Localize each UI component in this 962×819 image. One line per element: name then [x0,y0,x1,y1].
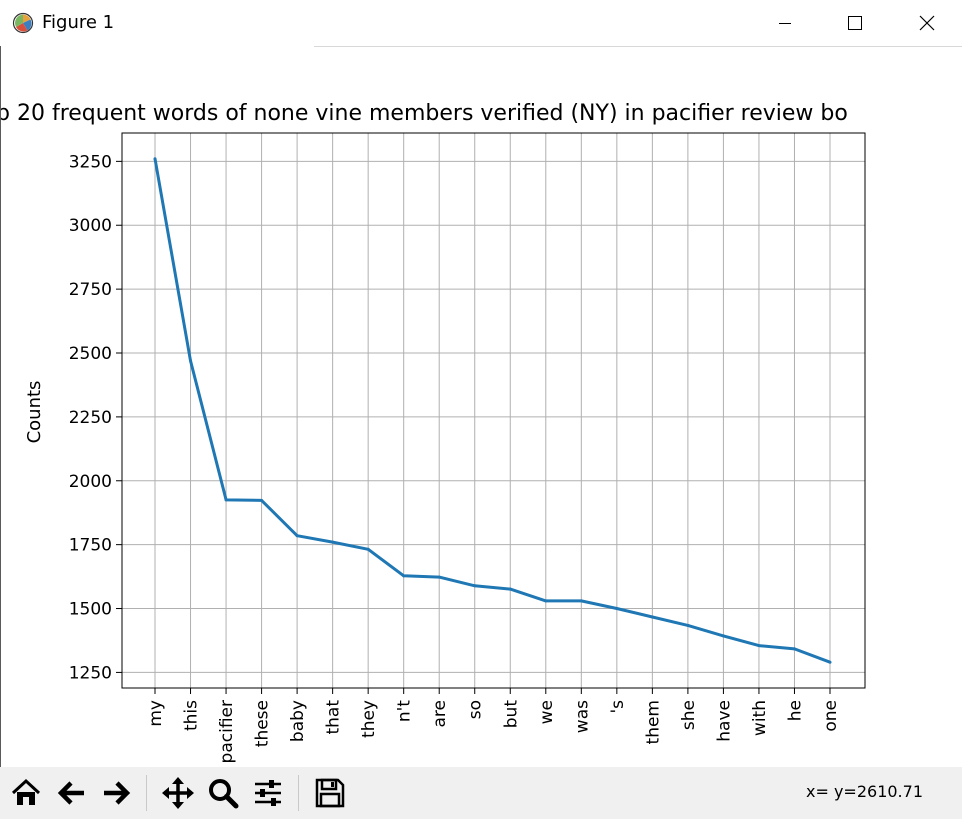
y-axis-label: Counts [24,381,45,444]
data-point [224,498,228,502]
figure-canvas[interactable]: p 20 frequent words of none vine members… [0,47,962,767]
chart-title: p 20 frequent words of none vine members… [0,101,848,126]
data-point [366,547,370,551]
data-point [792,647,796,651]
series-layer [153,157,832,664]
x-tick-label: was [572,700,592,733]
forward-button[interactable] [96,773,136,813]
window-title: Figure 1 [42,12,115,33]
data-point [402,574,406,578]
toolbar-separator [298,775,299,811]
home-button[interactable] [6,773,46,813]
data-point [650,615,654,619]
title-bar: Figure 1 [0,0,962,46]
data-point [437,575,441,579]
series-line [153,158,831,664]
x-axis: my this pacifier these baby that they n't are so b… [146,688,841,763]
data-point [260,498,264,502]
zoom-button[interactable] [203,773,243,813]
title-separator [314,46,962,47]
x-tick-label: with [750,700,770,736]
x-tick-label: but [501,700,521,729]
zoom-icon [209,779,239,809]
y-tick-label: 3000 [69,216,112,236]
data-point [473,584,477,588]
y-tick-label: 2000 [69,472,112,492]
data-point [544,599,548,603]
line-chart: p 20 frequent words of none vine members… [0,101,866,763]
app-icon [12,12,34,34]
minimize-button[interactable] [750,0,820,46]
toolbar-separator [146,775,147,811]
y-tick-label: 3250 [69,152,112,172]
data-point [189,359,193,363]
back-button[interactable] [52,773,92,813]
configure-icon [255,780,281,806]
data-point [686,623,690,627]
y-tick-label: 1750 [69,536,112,556]
x-tick-label: so [466,700,486,719]
pan-button[interactable] [158,773,198,813]
save-button[interactable] [310,773,350,813]
y-axis: 1250 1500 1750 2000 2250 2500 2750 3000 3250 [69,152,122,683]
x-tick-label: these [253,700,273,747]
back-icon [57,781,84,805]
x-tick-label: we [537,700,557,724]
x-tick-label: n't [395,700,415,722]
home-icon [11,778,41,805]
x-tick-label: them [643,700,663,744]
data-point [757,644,761,648]
x-tick-label: have [714,700,734,742]
x-tick-label: one [821,700,841,732]
data-point [721,634,725,638]
x-tick-label: they [359,700,379,738]
data-point [331,540,335,544]
y-tick-label: 2250 [69,408,112,428]
save-icon [315,778,345,808]
x-tick-label: are [430,700,450,728]
configure-subplots-button[interactable] [248,773,288,813]
x-tick-label: 's [608,700,628,714]
x-tick-label: that [324,700,344,735]
cursor-coordinates: x= y=2610.71 [806,782,923,801]
forward-icon [104,781,131,805]
plot-area-frame [121,132,866,689]
window-left-border [0,46,1,819]
y-tick-label: 1500 [69,600,112,620]
data-point [295,534,299,538]
data-point [828,660,832,664]
x-tick-label: my [146,700,166,727]
y-tick-label: 1250 [69,663,112,683]
x-tick-label: she [679,700,699,730]
maximize-button[interactable] [820,0,890,46]
close-button[interactable] [892,0,962,46]
x-tick-label: he [785,700,805,721]
y-tick-label: 2750 [69,280,112,300]
data-point [615,607,619,611]
y-tick-label: 2500 [69,344,112,364]
data-point [579,599,583,603]
pan-icon [162,777,194,809]
data-point [153,157,157,161]
x-tick-label: baby [288,700,308,742]
x-tick-label: pacifier [217,700,237,763]
maximize-icon [848,16,862,30]
minimize-icon [779,23,791,24]
x-tick-label: this [182,700,202,731]
grid-lines [122,133,865,688]
close-icon [919,15,935,31]
data-point [508,587,512,591]
navigation-toolbar [0,767,962,819]
